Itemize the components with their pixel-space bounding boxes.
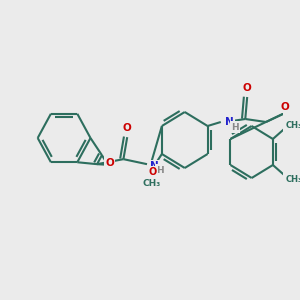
Text: N: N	[150, 161, 159, 171]
Text: O: O	[243, 83, 252, 93]
Text: O: O	[105, 158, 114, 168]
Text: N: N	[225, 117, 234, 127]
Text: H: H	[156, 166, 164, 175]
Text: CH₃: CH₃	[142, 179, 160, 188]
Text: O: O	[280, 102, 289, 112]
Text: O: O	[148, 167, 157, 177]
Text: O: O	[123, 123, 132, 133]
Text: CH₃: CH₃	[285, 175, 300, 184]
Text: H: H	[231, 122, 239, 131]
Text: CH₃: CH₃	[285, 121, 300, 130]
